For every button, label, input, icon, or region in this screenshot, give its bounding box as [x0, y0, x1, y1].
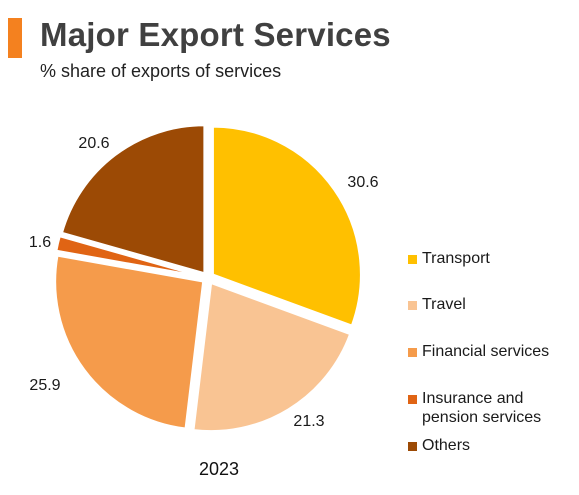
data-label-financial-services: 25.9 [29, 377, 60, 394]
pie-slice-others [60, 124, 206, 275]
pie-slice-transport [211, 125, 362, 327]
data-label-others: 20.6 [78, 135, 109, 152]
legend-item-travel: Travel [408, 295, 466, 314]
legend-item-transport: Transport [408, 249, 490, 268]
legend-label-line: pension services [422, 409, 542, 426]
legend-item-others: Others [408, 436, 470, 455]
legend-label-transport: Transport [422, 250, 490, 267]
data-label-travel: 21.3 [293, 413, 324, 430]
legend-swatch-travel [408, 301, 417, 310]
legend-label-others: Others [422, 437, 471, 454]
legend-swatch-insurance-pension [408, 395, 417, 404]
legend-item-financial-services: Financial services [408, 342, 549, 361]
data-label-transport: 30.6 [347, 174, 378, 191]
legend-label-insurance-pension: Insurance and pension services [422, 389, 541, 427]
pie-slice-financial-services [54, 254, 205, 430]
legend-swatch-transport [408, 255, 417, 264]
chart-subtitle: % share of exports of services [40, 61, 282, 81]
chart-caption-year: 2023 [199, 459, 240, 479]
legend-label-financial-services: Financial services [422, 343, 550, 360]
data-label-insurance-and-pension-services: 1.6 [29, 234, 51, 251]
pie-slice-insurance-and-pension-services [55, 235, 203, 278]
legend-label-line: Insurance and [422, 390, 524, 407]
title-accent-bar [8, 18, 22, 58]
chart-title: Major Export Services [40, 16, 391, 53]
legend-swatch-others [408, 442, 417, 451]
legend-item-insurance-pension: Insurance and pension services [408, 389, 541, 427]
legend-label-travel: Travel [422, 296, 466, 313]
pie-slice-travel [192, 281, 352, 433]
legend-swatch-financial-services [408, 348, 417, 357]
